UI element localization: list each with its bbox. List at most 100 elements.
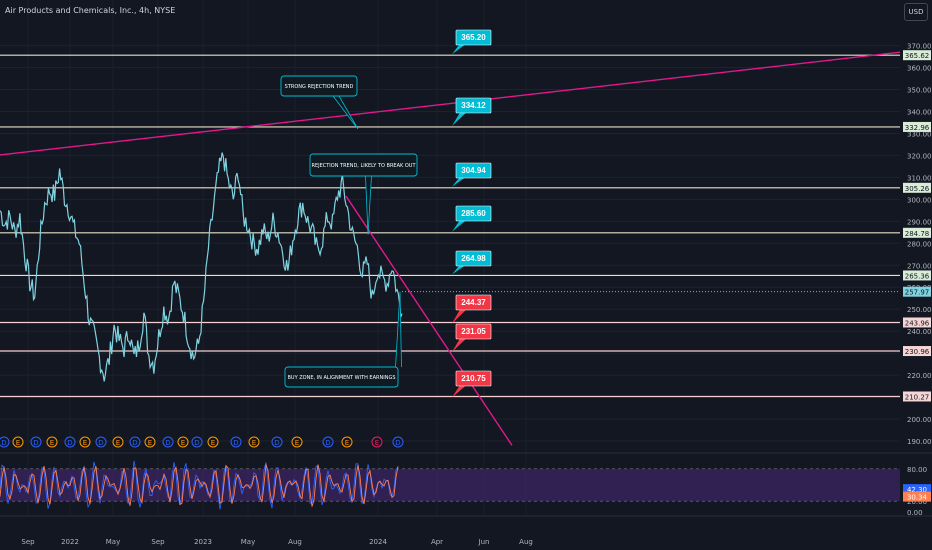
- x-tick-label: 2024: [369, 538, 387, 546]
- event-marker-label: D: [165, 439, 170, 447]
- price-axis-tag-label: 230.96: [905, 348, 930, 356]
- y-tick-label: 340.00: [907, 108, 932, 116]
- earnings-marker: [79, 436, 91, 448]
- earnings-marker: [248, 436, 260, 448]
- x-tick-label: May: [106, 538, 120, 546]
- target-callout-label: 285.60: [461, 209, 486, 218]
- x-tick-label: Aug: [519, 538, 533, 546]
- earnings-marker: [46, 436, 58, 448]
- y-tick-label: 310.00: [907, 174, 932, 182]
- callout-pointer: [452, 174, 470, 187]
- price-axis-tag: [903, 391, 931, 402]
- target-callout-label: 365.20: [461, 33, 486, 42]
- x-tick-label: Jun: [478, 538, 490, 546]
- oscillator-d-value: 30.34: [907, 494, 928, 502]
- price-axis-tag: [903, 121, 931, 132]
- x-tick-label: Aug: [288, 538, 302, 546]
- event-marker-label: D: [67, 439, 72, 447]
- event-marker-label: E: [181, 439, 185, 447]
- oscillator-k-tag: [903, 484, 931, 495]
- x-tick-label: Sep: [151, 538, 165, 546]
- y-tick-label: 270.00: [907, 262, 932, 270]
- oscillator-k-value: 42.30: [907, 486, 927, 494]
- earnings-marker: [112, 436, 124, 448]
- y-tick-label: 370.00: [907, 43, 932, 51]
- oscillator-d-tag: [903, 491, 931, 502]
- dividend-marker: [392, 436, 404, 448]
- annotation-pointer: [332, 95, 359, 130]
- target-callout: [455, 294, 492, 311]
- dividend-marker: [271, 436, 283, 448]
- y-tick-label: 220.00: [907, 372, 932, 380]
- dividend-marker: [0, 436, 10, 448]
- descending-trend-line: [345, 195, 513, 446]
- x-tick-label: Sep: [21, 538, 35, 546]
- target-callout-label: 264.98: [461, 254, 486, 263]
- annotation-text: BUY ZONE, IN ALIGNMENT WITH EARNINGS: [287, 375, 395, 381]
- price-axis-tag: [903, 346, 931, 357]
- dividend-marker: [162, 436, 174, 448]
- y-tick-label: 190.00: [907, 438, 932, 446]
- x-tick-label: 2022: [61, 538, 79, 546]
- target-callout: [455, 29, 492, 46]
- dividend-marker: [322, 436, 334, 448]
- target-callout-label: 210.75: [461, 374, 486, 383]
- earnings-marker: [177, 436, 189, 448]
- event-marker-label: E: [83, 439, 87, 447]
- target-callout-label: 231.05: [461, 327, 486, 336]
- earnings-marker: [207, 436, 219, 448]
- oscillator-tick-label: 0.00: [907, 509, 923, 517]
- y-tick-label: 250.00: [907, 306, 932, 314]
- price-axis-tag-label: 305.26: [905, 185, 930, 193]
- chart-title: Air Products and Chemicals, Inc., 4h, NY…: [5, 6, 176, 15]
- price-axis-panel: [900, 0, 932, 530]
- annotation-pointer: [365, 175, 372, 235]
- y-tick-label: 240.00: [907, 328, 932, 336]
- event-marker-label: D: [194, 439, 199, 447]
- price-axis-tag: [903, 270, 931, 281]
- price-axis-tag: [903, 227, 931, 238]
- y-tick-label: 200.00: [907, 416, 932, 424]
- currency-button[interactable]: USD: [904, 3, 928, 21]
- target-callout-label: 244.37: [461, 298, 486, 307]
- oscillator-k-line: [0, 460, 399, 510]
- event-marker-label: D: [98, 439, 103, 447]
- oscillator-band: [0, 468, 900, 502]
- x-tick-label: 2023: [194, 538, 212, 546]
- price-axis-tag-label: 284.78: [905, 230, 930, 238]
- event-marker-label: E: [375, 439, 379, 447]
- y-tick-label: 280.00: [907, 240, 932, 248]
- event-marker-label: E: [211, 439, 215, 447]
- target-callout: [455, 370, 492, 387]
- y-tick-label: 330.00: [907, 130, 932, 138]
- target-callout: [455, 205, 492, 222]
- dividend-marker: [191, 436, 203, 448]
- y-tick-label: 300.00: [907, 196, 932, 204]
- x-tick-label: Apr: [431, 538, 443, 546]
- earnings-marker: [371, 436, 383, 448]
- annotation-box: [284, 366, 399, 388]
- event-marker-label: D: [132, 439, 137, 447]
- y-tick-label: 290.00: [907, 218, 932, 226]
- target-callout: [455, 97, 492, 114]
- oscillator-tick-label: 80.00: [907, 466, 927, 474]
- dividend-marker: [95, 436, 107, 448]
- target-callout: [455, 162, 492, 179]
- annotation-text: REJECTION TREND, LIKELY TO BREAK OUT: [311, 163, 416, 169]
- event-marker-label: E: [116, 439, 120, 447]
- event-marker-label: D: [233, 439, 238, 447]
- dividend-marker: [30, 436, 42, 448]
- event-marker-label: E: [50, 439, 54, 447]
- y-tick-label: 350.00: [907, 87, 932, 95]
- annotation-box: [280, 75, 358, 97]
- event-marker-label: E: [295, 439, 299, 447]
- price-series-line: [0, 152, 403, 382]
- price-axis-tag-label: 365.62: [905, 52, 930, 60]
- target-callout: [455, 250, 492, 267]
- oscillator-tick-label: 20.00: [907, 498, 927, 506]
- target-callout-label: 304.94: [461, 166, 486, 175]
- callout-pointer: [452, 109, 470, 126]
- price-axis-tag: [903, 182, 931, 193]
- target-callout: [455, 323, 492, 340]
